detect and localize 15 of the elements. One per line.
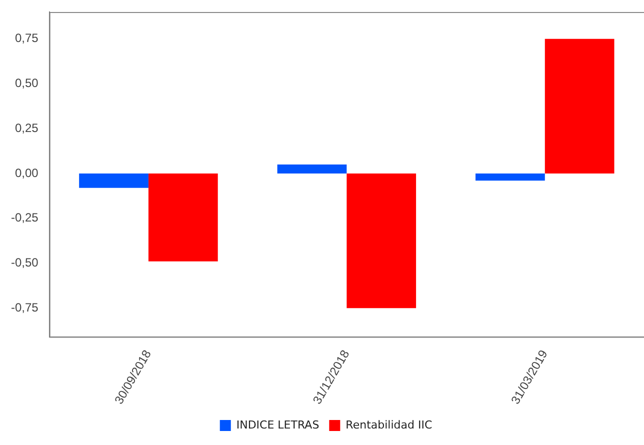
- bar: [476, 173, 545, 181]
- y-tick-label: -0,75: [10, 300, 39, 314]
- y-tick-label: 0,75: [14, 31, 39, 46]
- bar: [79, 173, 148, 188]
- y-tick-label: -0,50: [10, 256, 39, 270]
- y-tick-label: 0,50: [14, 76, 39, 90]
- y-tick-label: -0,25: [10, 210, 39, 225]
- y-tick-label: 0,00: [14, 166, 39, 180]
- legend-label: INDICE LETRAS: [236, 418, 320, 432]
- bar: [346, 173, 416, 308]
- bar: [544, 38, 614, 174]
- bar: [277, 164, 347, 174]
- bar: [148, 173, 218, 262]
- y-tick-label: 0,25: [14, 120, 39, 135]
- legend-label: Rentabilidad IIC: [346, 418, 432, 432]
